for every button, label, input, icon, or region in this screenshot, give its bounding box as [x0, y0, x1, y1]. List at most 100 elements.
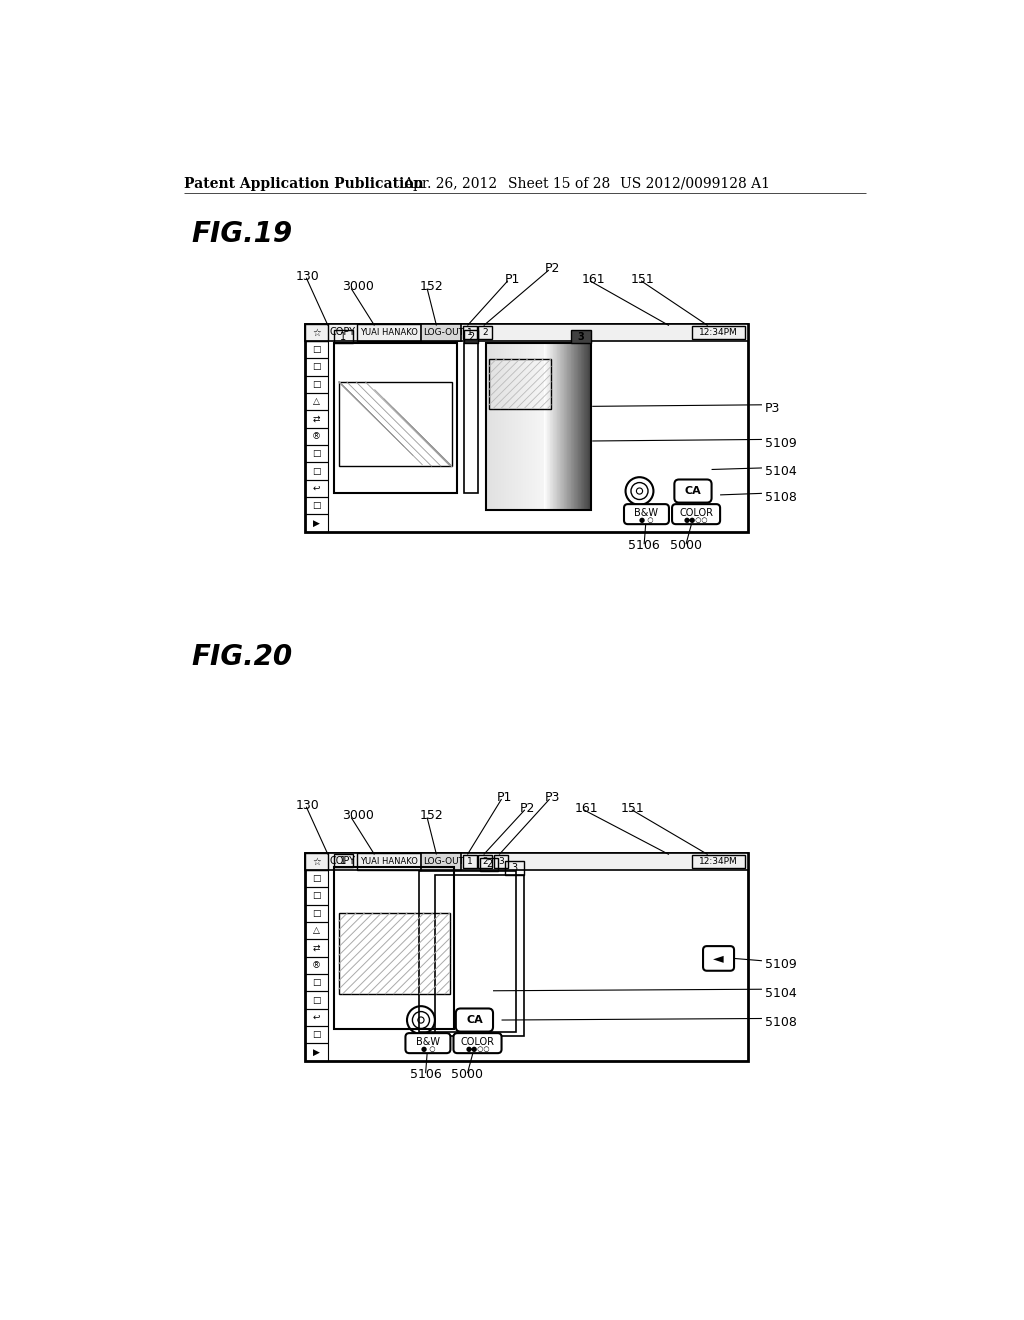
FancyBboxPatch shape [624, 504, 669, 524]
Text: 3: 3 [578, 333, 584, 342]
Text: 3: 3 [498, 857, 504, 866]
Text: □: □ [312, 380, 321, 389]
Text: ⇄: ⇄ [312, 414, 321, 424]
FancyBboxPatch shape [675, 479, 712, 503]
Text: COLOR: COLOR [679, 508, 713, 517]
Text: 3: 3 [512, 863, 518, 874]
FancyBboxPatch shape [454, 1034, 502, 1053]
Text: YUAI HANAKO: YUAI HANAKO [359, 327, 418, 337]
Text: YUAI HANAKO: YUAI HANAKO [359, 857, 418, 866]
Bar [305, 462, 328, 479]
Text: ☆: ☆ [312, 327, 321, 338]
Text: 152: 152 [420, 280, 443, 293]
FancyBboxPatch shape [406, 1034, 451, 1053]
Text: □: □ [312, 363, 321, 371]
Text: 1: 1 [340, 855, 346, 866]
Text: ☆: ☆ [312, 857, 321, 866]
Text: 5109: 5109 [765, 437, 797, 450]
FancyBboxPatch shape [456, 1008, 493, 1032]
Bar [478, 326, 493, 339]
Bar [486, 343, 591, 511]
Text: 5104: 5104 [765, 465, 797, 478]
Bar [420, 871, 516, 1032]
FancyBboxPatch shape [703, 946, 734, 970]
Text: 1: 1 [467, 857, 473, 866]
Bar [305, 974, 328, 991]
Bar [305, 411, 328, 428]
Text: B&W: B&W [416, 1036, 440, 1047]
Text: 12:34PM: 12:34PM [699, 327, 738, 337]
Bar [305, 904, 328, 921]
Text: 2: 2 [468, 333, 474, 342]
Text: 3000: 3000 [342, 809, 374, 822]
Bar [494, 855, 508, 867]
Bar [305, 1008, 328, 1026]
Bar [478, 855, 493, 867]
Text: P3: P3 [765, 403, 780, 416]
Bar [339, 381, 452, 466]
Bar [692, 326, 744, 339]
Text: □: □ [312, 345, 321, 354]
Text: ▶: ▶ [313, 1048, 319, 1056]
Text: 5104: 5104 [765, 986, 797, 999]
Text: ● ○: ● ○ [421, 1045, 435, 1052]
Bar [305, 479, 328, 498]
Bar [305, 323, 328, 341]
Bar [421, 853, 461, 870]
Text: 151: 151 [630, 273, 654, 286]
Text: LOG-OUT: LOG-OUT [423, 857, 464, 866]
Text: □: □ [312, 891, 321, 900]
Text: P3: P3 [545, 791, 560, 804]
Text: □: □ [312, 449, 321, 458]
Bar [305, 853, 748, 1061]
Bar [334, 343, 457, 494]
Text: P2: P2 [520, 801, 536, 814]
Bar [305, 323, 748, 532]
Bar [305, 341, 328, 358]
Text: ↩: ↩ [312, 1012, 321, 1022]
Bar [357, 323, 421, 341]
Text: COPY: COPY [330, 327, 355, 338]
Bar [480, 858, 499, 871]
Text: 151: 151 [621, 801, 645, 814]
Text: COPY: COPY [330, 857, 355, 866]
Text: ®: ® [312, 961, 321, 970]
Text: △: △ [313, 397, 319, 407]
Text: □: □ [312, 908, 321, 917]
Text: □: □ [312, 1031, 321, 1039]
Text: P1: P1 [497, 791, 512, 804]
Text: FIG.20: FIG.20 [191, 643, 293, 672]
Text: □: □ [312, 995, 321, 1005]
Bar [421, 323, 461, 341]
Text: 161: 161 [574, 801, 598, 814]
Bar [305, 445, 328, 462]
Text: 152: 152 [420, 809, 443, 822]
Text: COLOR: COLOR [461, 1036, 495, 1047]
Bar [464, 330, 478, 343]
Text: 2: 2 [482, 327, 488, 337]
Text: △: △ [313, 927, 319, 935]
Bar [305, 358, 328, 376]
Text: ↩: ↩ [312, 484, 321, 492]
Text: CA: CA [685, 486, 701, 496]
Text: 5000: 5000 [670, 539, 702, 552]
Text: 5108: 5108 [765, 491, 797, 504]
Bar [305, 957, 328, 974]
Text: 5106: 5106 [629, 539, 660, 552]
Text: ▶: ▶ [313, 519, 319, 528]
Text: ⇄: ⇄ [312, 944, 321, 953]
FancyBboxPatch shape [672, 504, 720, 524]
Text: Apr. 26, 2012: Apr. 26, 2012 [403, 177, 498, 191]
Bar [305, 940, 328, 957]
Bar [506, 862, 524, 875]
Text: ●●○○: ●●○○ [684, 516, 709, 523]
Text: US 2012/0099128 A1: US 2012/0099128 A1 [621, 177, 770, 191]
Bar [339, 913, 450, 994]
Text: ●●○○: ●●○○ [465, 1045, 489, 1052]
Text: 161: 161 [583, 273, 606, 286]
Text: ● ○: ● ○ [639, 516, 653, 523]
Text: 2: 2 [482, 857, 488, 866]
Bar [570, 330, 591, 343]
Bar [305, 921, 328, 940]
Bar [305, 376, 328, 393]
